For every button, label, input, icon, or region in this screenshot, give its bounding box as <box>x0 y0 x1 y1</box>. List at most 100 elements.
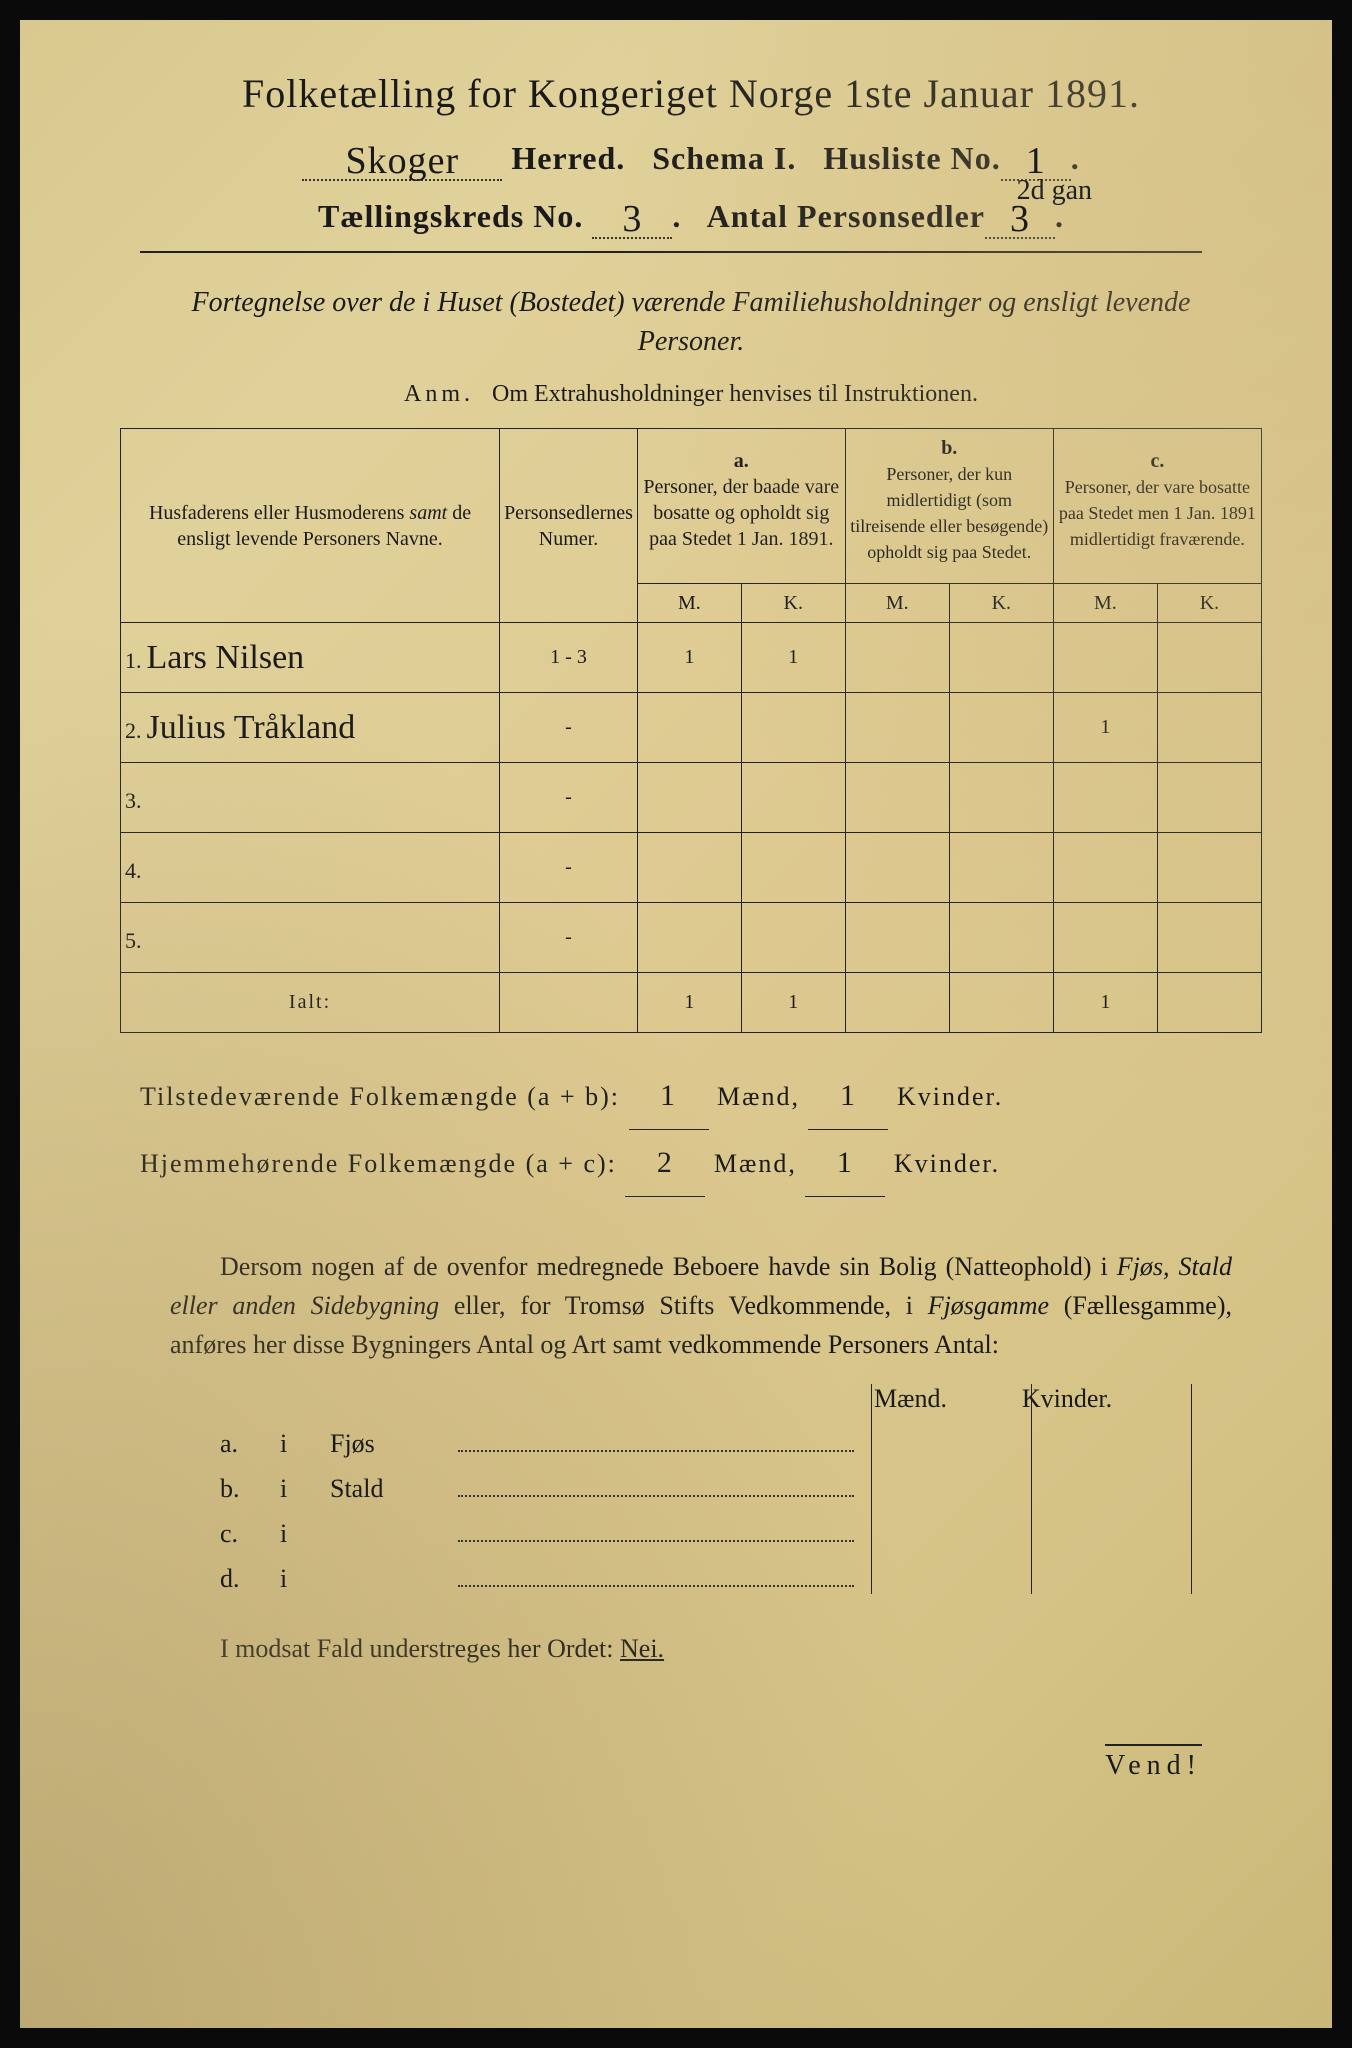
col-b-m: M. <box>845 584 949 623</box>
col-c-header: c. Personer, der vare bosatte paa Stedet… <box>1053 429 1261 572</box>
summary-2-k: 1 <box>837 1146 854 1179</box>
row-letter: a. <box>220 1429 280 1459</box>
col-a-text: Personer, der baade vare bosatte og opho… <box>643 476 839 550</box>
aM-cell <box>637 903 741 973</box>
ialt-cM: 1 <box>1053 973 1157 1033</box>
summary-line-2: Hjemmehørende Folkemængde (a + c): 2 Mæn… <box>140 1130 1242 1197</box>
name-cell: 4. <box>121 833 500 903</box>
nei-line: I modsat Fald understreges her Ordet: Ne… <box>220 1634 1222 1664</box>
bK-cell <box>949 903 1053 973</box>
table-row: 2. Julius Tråkland - 1 <box>121 693 1262 763</box>
aM-cell: 1 <box>637 623 741 693</box>
husliste-label: Husliste No. <box>823 140 1000 176</box>
bM-cell <box>845 763 949 833</box>
ialt-label: Ialt: <box>121 973 500 1033</box>
kreds-value: 3 <box>622 197 642 241</box>
name-cell: 1. Lars Nilsen <box>121 623 500 693</box>
aK-cell: 1 <box>741 623 845 693</box>
schema-label: Schema I. <box>652 140 796 176</box>
building-block: Mænd. Kvinder. a. i Fjøs b. i Stald c. i… <box>220 1384 1202 1594</box>
row-letter: c. <box>220 1519 280 1549</box>
col-a-m: M. <box>637 584 741 623</box>
col-b-text: Personer, der kun midlertidigt (som tilr… <box>850 464 1048 562</box>
antal-value: 3 <box>1010 197 1030 241</box>
building-row: d. i <box>220 1561 1202 1594</box>
ialt-aK: 1 <box>741 973 845 1033</box>
vend-label: Vend! <box>1105 1744 1202 1782</box>
building-row: c. i <box>220 1516 1202 1549</box>
kreds-label: Tællingskreds No. <box>318 198 583 234</box>
table-row: 5. - <box>121 903 1262 973</box>
row-type: Stald <box>330 1474 450 1504</box>
mænd-label: Mænd. <box>836 1384 986 1414</box>
cM-cell <box>1053 763 1157 833</box>
cK-cell <box>1157 763 1261 833</box>
row-letter: b. <box>220 1474 280 1504</box>
col-name-header: Husfaderens eller Husmoderens samt de en… <box>121 429 500 623</box>
col-c-text: Personer, der vare bosatte paa Stedet me… <box>1059 477 1256 549</box>
row-dots <box>458 1561 854 1587</box>
col-a-label: a. <box>734 450 749 472</box>
row-i: i <box>280 1474 330 1504</box>
cK-cell <box>1157 833 1261 903</box>
summary-block: Tilstedeværende Folkemængde (a + b): 1 M… <box>140 1063 1242 1197</box>
num-cell: - <box>500 693 638 763</box>
row-i: i <box>280 1564 330 1594</box>
name-cell: 5. <box>121 903 500 973</box>
row-type: Fjøs <box>330 1429 450 1459</box>
bK-cell <box>949 763 1053 833</box>
summary-1-k: 1 <box>840 1079 857 1112</box>
aM-cell <box>637 833 741 903</box>
col-c-label: c. <box>1150 450 1164 472</box>
summary-1-mlabel: Mænd, <box>717 1082 800 1111</box>
col-b-label: b. <box>941 437 957 459</box>
name-cell: 3. <box>121 763 500 833</box>
cK-cell <box>1157 693 1261 763</box>
aK-cell <box>741 693 845 763</box>
bM-cell <box>845 623 949 693</box>
row-i: i <box>280 1519 330 1549</box>
col-c-m: M. <box>1053 584 1157 623</box>
cK-cell <box>1157 623 1261 693</box>
herred-label: Herred. <box>511 140 625 176</box>
row-i: i <box>280 1429 330 1459</box>
bK-cell <box>949 693 1053 763</box>
summary-2-m: 2 <box>657 1146 674 1179</box>
ialt-aM: 1 <box>637 973 741 1033</box>
building-row: b. i Stald <box>220 1471 1202 1504</box>
summary-1-label: Tilstedeværende Folkemængde (a + b): <box>140 1082 620 1111</box>
intro-text: Fortegnelse over de i Huset (Bostedet) v… <box>160 283 1222 361</box>
num-cell: - <box>500 763 638 833</box>
cK-cell <box>1157 903 1261 973</box>
aM-cell <box>637 693 741 763</box>
kvinder-label: Kvinder. <box>992 1384 1142 1414</box>
ialt-row: Ialt: 1 1 1 <box>121 973 1262 1033</box>
vline-2 <box>1031 1384 1033 1594</box>
summary-2-klabel: Kvinder. <box>894 1149 1000 1178</box>
num-cell: - <box>500 833 638 903</box>
summary-2-label: Hjemmehørende Folkemængde (a + c): <box>140 1149 617 1178</box>
aK-cell <box>741 833 845 903</box>
nei-text: I modsat Fald understreges her Ordet: <box>220 1634 620 1663</box>
col-c-k: K. <box>1157 584 1261 623</box>
herred-value: Skoger <box>345 139 459 183</box>
col-a-header: a. Personer, der baade vare bosatte og o… <box>637 429 845 572</box>
cM-cell <box>1053 903 1157 973</box>
census-form-page: Folketælling for Kongeriget Norge 1ste J… <box>0 0 1352 2048</box>
header-rule <box>140 251 1202 253</box>
summary-1-m: 1 <box>660 1079 677 1112</box>
num-cell: 1 - 3 <box>500 623 638 693</box>
bK-cell <box>949 833 1053 903</box>
anm-label: Anm. <box>404 381 474 407</box>
bM-cell <box>845 693 949 763</box>
cM-cell: 1 <box>1053 693 1157 763</box>
bM-cell <box>845 833 949 903</box>
bK-cell <box>949 623 1053 693</box>
summary-2-mlabel: Mænd, <box>714 1149 797 1178</box>
summary-line-1: Tilstedeværende Folkemængde (a + b): 1 M… <box>140 1063 1242 1130</box>
table-row: 1. Lars Nilsen 1 - 3 1 1 <box>121 623 1262 693</box>
col-a-k: K. <box>741 584 845 623</box>
household-table: Husfaderens eller Husmoderens samt de en… <box>120 428 1262 1033</box>
cM-cell <box>1053 623 1157 693</box>
summary-1-klabel: Kvinder. <box>897 1082 1003 1111</box>
